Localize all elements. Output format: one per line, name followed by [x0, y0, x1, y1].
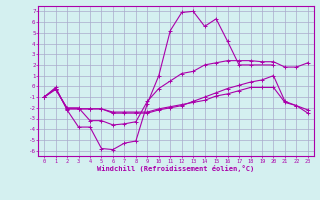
X-axis label: Windchill (Refroidissement éolien,°C): Windchill (Refroidissement éolien,°C) — [97, 165, 255, 172]
